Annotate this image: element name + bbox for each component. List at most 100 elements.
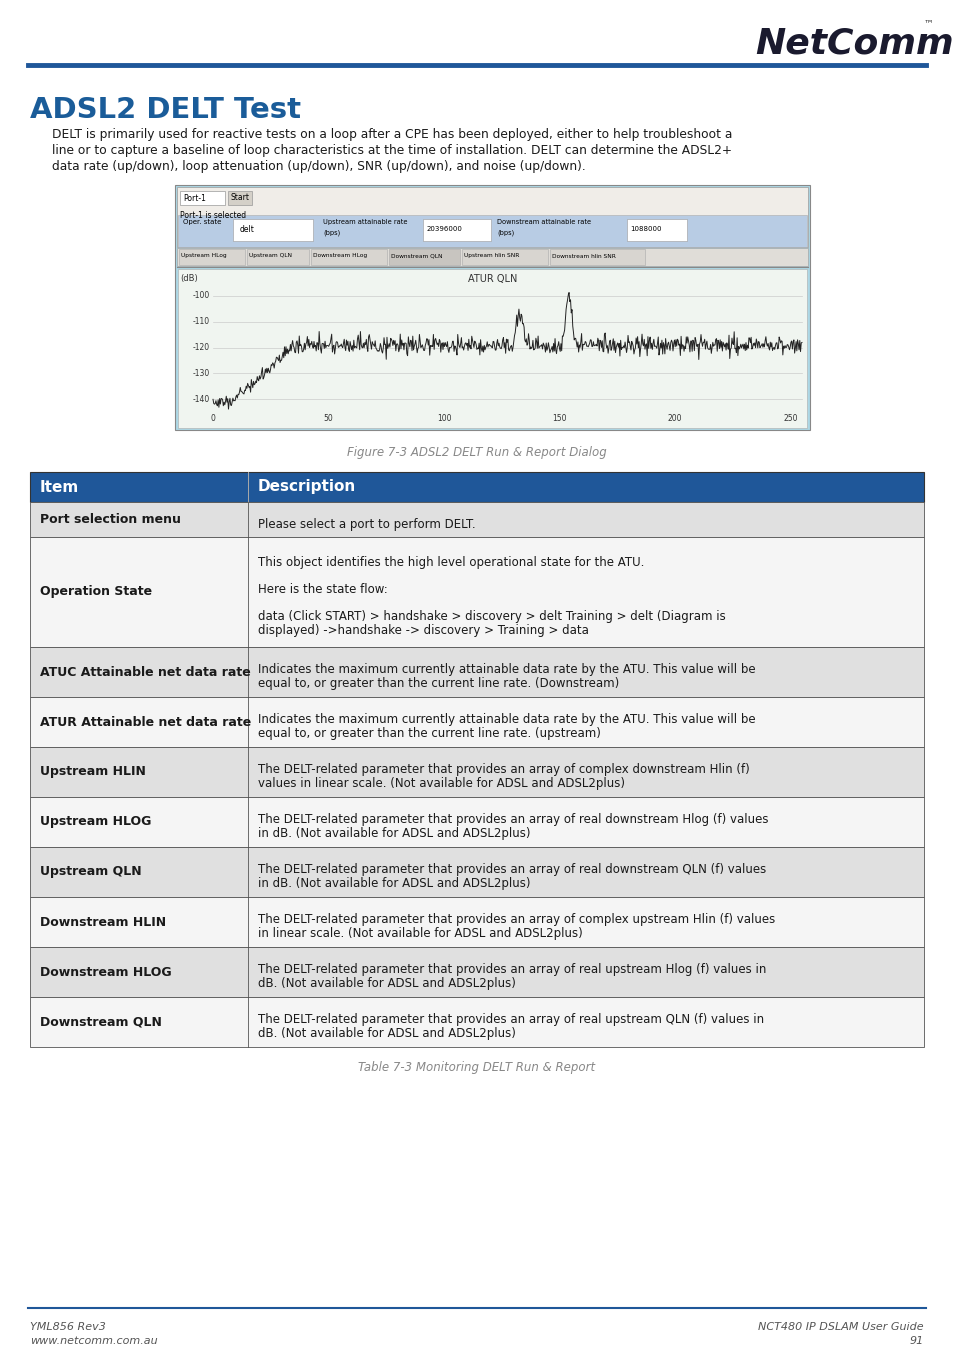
Bar	[228, 190, 252, 205]
Bar	[389, 248, 459, 265]
Text: in dB. (Not available for ADSL and ADSL2plus): in dB. (Not available for ADSL and ADSL2…	[257, 828, 530, 840]
Text: Item: Item	[40, 479, 79, 494]
Text: equal to, or greater than the current line rate. (Downstream): equal to, or greater than the current li…	[257, 676, 618, 690]
Text: Operation State: Operation State	[40, 586, 152, 598]
Bar	[30, 846, 923, 896]
Bar	[30, 896, 923, 946]
Text: 150: 150	[552, 414, 566, 423]
Text: The DELT-related parameter that provides an array of complex upstream Hlin (f) v: The DELT-related parameter that provides…	[257, 914, 775, 926]
Text: 200: 200	[667, 414, 681, 423]
Bar	[626, 219, 686, 242]
Text: data (Click START) > handshake > discovery > delt Training > delt (Diagram is: data (Click START) > handshake > discove…	[257, 610, 725, 624]
Bar	[30, 502, 923, 537]
Text: www.netcomm.com.au: www.netcomm.com.au	[30, 1336, 157, 1346]
Text: Figure 7-3 ADSL2 DELT Run & Report Dialog: Figure 7-3 ADSL2 DELT Run & Report Dialo…	[347, 446, 606, 459]
Text: Description: Description	[257, 479, 355, 494]
Bar	[30, 796, 923, 846]
Text: Port selection menu: Port selection menu	[40, 513, 181, 526]
Text: Upstream hlin SNR: Upstream hlin SNR	[464, 254, 519, 258]
Bar	[30, 946, 923, 998]
Bar	[461, 248, 547, 265]
Bar	[30, 472, 923, 502]
Text: Oper. state: Oper. state	[183, 219, 221, 225]
Text: ™: ™	[923, 18, 932, 28]
Bar	[549, 248, 644, 265]
Text: Downstream QLN: Downstream QLN	[40, 1015, 162, 1029]
Text: Upstream QLN: Upstream QLN	[249, 254, 292, 258]
Text: 91: 91	[909, 1336, 923, 1346]
Text: -130: -130	[193, 369, 210, 378]
Text: Start: Start	[231, 193, 250, 201]
Bar	[177, 248, 807, 266]
Text: NCT480 IP DSLAM User Guide: NCT480 IP DSLAM User Guide	[758, 1322, 923, 1332]
Text: NetComm: NetComm	[755, 26, 953, 59]
Bar	[30, 998, 923, 1048]
Text: Downstream QLN: Downstream QLN	[391, 254, 442, 258]
Text: Upstream HLOG: Upstream HLOG	[40, 815, 152, 829]
Text: (dB): (dB)	[180, 274, 197, 284]
Text: Upstream attainable rate: Upstream attainable rate	[323, 219, 407, 225]
Text: Upstream HLog: Upstream HLog	[181, 254, 227, 258]
Text: Upstream HLIN: Upstream HLIN	[40, 765, 146, 779]
Text: 100: 100	[436, 414, 451, 423]
Bar	[30, 697, 923, 747]
Text: 20396000: 20396000	[427, 225, 462, 232]
Text: DELT is primarily used for reactive tests on a loop after a CPE has been deploye: DELT is primarily used for reactive test…	[52, 128, 732, 140]
Text: Indicates the maximum currently attainable data rate by the ATU. This value will: Indicates the maximum currently attainab…	[257, 663, 755, 676]
Text: Table 7-3 Monitoring DELT Run & Report: Table 7-3 Monitoring DELT Run & Report	[358, 1061, 595, 1075]
Text: delt: delt	[240, 224, 254, 234]
Text: Indicates the maximum currently attainable data rate by the ATU. This value will: Indicates the maximum currently attainab…	[257, 713, 755, 726]
Text: (bps): (bps)	[323, 230, 340, 235]
Text: Downstream attainable rate: Downstream attainable rate	[497, 219, 591, 225]
Bar	[178, 269, 806, 428]
Text: Upstream QLN: Upstream QLN	[40, 865, 141, 879]
Bar	[178, 215, 806, 247]
Text: Downstream HLOG: Downstream HLOG	[40, 965, 172, 979]
Text: This object identifies the high level operational state for the ATU.: This object identifies the high level op…	[257, 556, 643, 570]
Text: data rate (up/down), loop attenuation (up/down), SNR (up/down), and noise (up/do: data rate (up/down), loop attenuation (u…	[52, 161, 585, 173]
Text: -100: -100	[193, 292, 210, 301]
Bar	[422, 219, 491, 242]
Text: dB. (Not available for ADSL and ADSL2plus): dB. (Not available for ADSL and ADSL2plu…	[257, 1027, 516, 1040]
Text: dB. (Not available for ADSL and ADSL2plus): dB. (Not available for ADSL and ADSL2plu…	[257, 977, 516, 990]
Text: Port-1: Port-1	[183, 194, 206, 202]
Text: ATUR Attainable net data rate: ATUR Attainable net data rate	[40, 716, 251, 729]
Text: The DELT-related parameter that provides an array of complex downstream Hlin (f): The DELT-related parameter that provides…	[257, 764, 749, 776]
Text: Downstream HLog: Downstream HLog	[313, 254, 367, 258]
Text: 1088000: 1088000	[629, 225, 660, 232]
Bar	[30, 647, 923, 697]
Text: ADSL2 DELT Test: ADSL2 DELT Test	[30, 96, 301, 124]
Bar	[177, 188, 807, 247]
Bar	[247, 248, 309, 265]
Text: Please select a port to perform DELT.: Please select a port to perform DELT.	[257, 518, 476, 531]
Text: Port-1 is selected: Port-1 is selected	[180, 211, 246, 220]
Text: 50: 50	[323, 414, 333, 423]
Text: The DELT-related parameter that provides an array of real downstream Hlog (f) va: The DELT-related parameter that provides…	[257, 814, 768, 826]
Text: values in linear scale. (Not available for ADSL and ADSL2plus): values in linear scale. (Not available f…	[257, 778, 624, 790]
Text: Here is the state flow:: Here is the state flow:	[257, 583, 387, 597]
Text: ATUC Attainable net data rate: ATUC Attainable net data rate	[40, 666, 251, 679]
Text: -110: -110	[193, 317, 210, 327]
Text: The DELT-related parameter that provides an array of real upstream Hlog (f) valu: The DELT-related parameter that provides…	[257, 964, 765, 976]
Bar	[30, 537, 923, 647]
Text: Downstream HLIN: Downstream HLIN	[40, 915, 166, 929]
Text: ATUR QLN: ATUR QLN	[467, 274, 517, 284]
Text: -140: -140	[193, 394, 210, 404]
Text: displayed) ->handshake -> discovery > Training > data: displayed) ->handshake -> discovery > Tr…	[257, 624, 588, 637]
Text: The DELT-related parameter that provides an array of real upstream QLN (f) value: The DELT-related parameter that provides…	[257, 1014, 763, 1026]
Bar	[311, 248, 387, 265]
Text: in linear scale. (Not available for ADSL and ADSL2plus): in linear scale. (Not available for ADSL…	[257, 927, 582, 940]
Text: YML856 Rev3: YML856 Rev3	[30, 1322, 106, 1332]
Bar	[174, 185, 809, 431]
Text: line or to capture a baseline of loop characteristics at the time of installatio: line or to capture a baseline of loop ch…	[52, 144, 731, 157]
Text: -120: -120	[193, 343, 210, 352]
Bar	[233, 219, 313, 242]
Text: Downstream hlin SNR: Downstream hlin SNR	[551, 254, 615, 258]
Text: 250: 250	[782, 414, 797, 423]
Text: 0: 0	[211, 414, 215, 423]
Bar	[30, 747, 923, 796]
Text: in dB. (Not available for ADSL and ADSL2plus): in dB. (Not available for ADSL and ADSL2…	[257, 878, 530, 890]
Bar	[179, 248, 245, 265]
Text: The DELT-related parameter that provides an array of real downstream QLN (f) val: The DELT-related parameter that provides…	[257, 864, 765, 876]
Text: (bps): (bps)	[497, 230, 514, 235]
